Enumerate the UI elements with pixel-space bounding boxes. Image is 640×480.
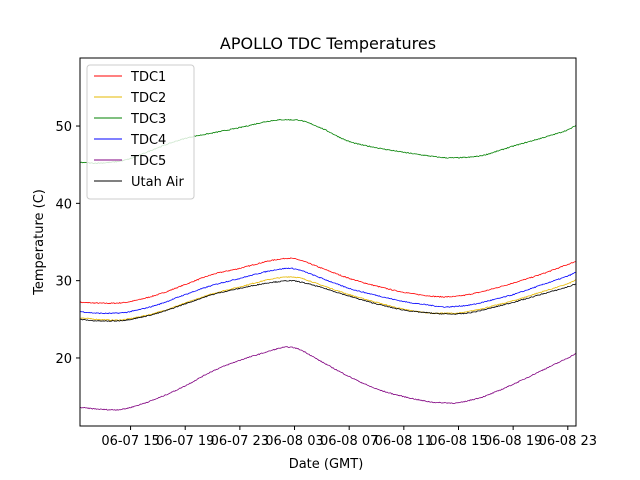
x-tick-label: 06-08 15 — [429, 434, 487, 449]
legend-label: TDC2 — [130, 91, 166, 106]
legend: TDC1 TDC2 TDC3 TDC4 TDC5 Utah Air — [86, 64, 195, 200]
y-tick-label: 20 — [55, 352, 72, 367]
chart-title: APOLLO TDC Temperatures — [220, 34, 436, 53]
series-line-tdc1 — [80, 257, 576, 305]
series-line-tdc2 — [80, 276, 576, 321]
legend-label: TDC1 — [130, 70, 166, 85]
series-line-tdc5 — [80, 346, 576, 411]
legend-label: TDC4 — [130, 133, 166, 148]
x-tick-label: 06-08 19 — [484, 434, 542, 449]
series-line-tdc4 — [80, 267, 576, 315]
y-axis-label: Temperature (C) — [32, 189, 47, 296]
y-tick-label: 50 — [55, 120, 72, 135]
legend-label: Utah Air — [131, 175, 184, 190]
legend-box — [86, 64, 195, 200]
legend-label: TDC5 — [130, 154, 166, 169]
x-tick-label: 06-08 07 — [320, 434, 378, 449]
y-tick-label: 30 — [55, 275, 72, 290]
x-tick-label: 06-07 15 — [101, 434, 159, 449]
x-tick-label: 06-08 11 — [375, 434, 433, 449]
x-tick-label: 06-08 23 — [539, 434, 597, 449]
x-axis-label: Date (GMT) — [289, 457, 364, 472]
y-axis: 20 30 40 50 — [55, 120, 80, 367]
series-group — [80, 118, 576, 411]
legend-label: TDC3 — [130, 112, 166, 127]
series-line-utah-air — [80, 279, 576, 322]
x-tick-label: 06-08 03 — [265, 434, 323, 449]
plot-frame — [79, 57, 577, 427]
x-tick-label: 06-07 23 — [211, 434, 269, 449]
x-tick-label: 06-07 19 — [156, 434, 214, 449]
y-tick-label: 40 — [55, 197, 72, 212]
